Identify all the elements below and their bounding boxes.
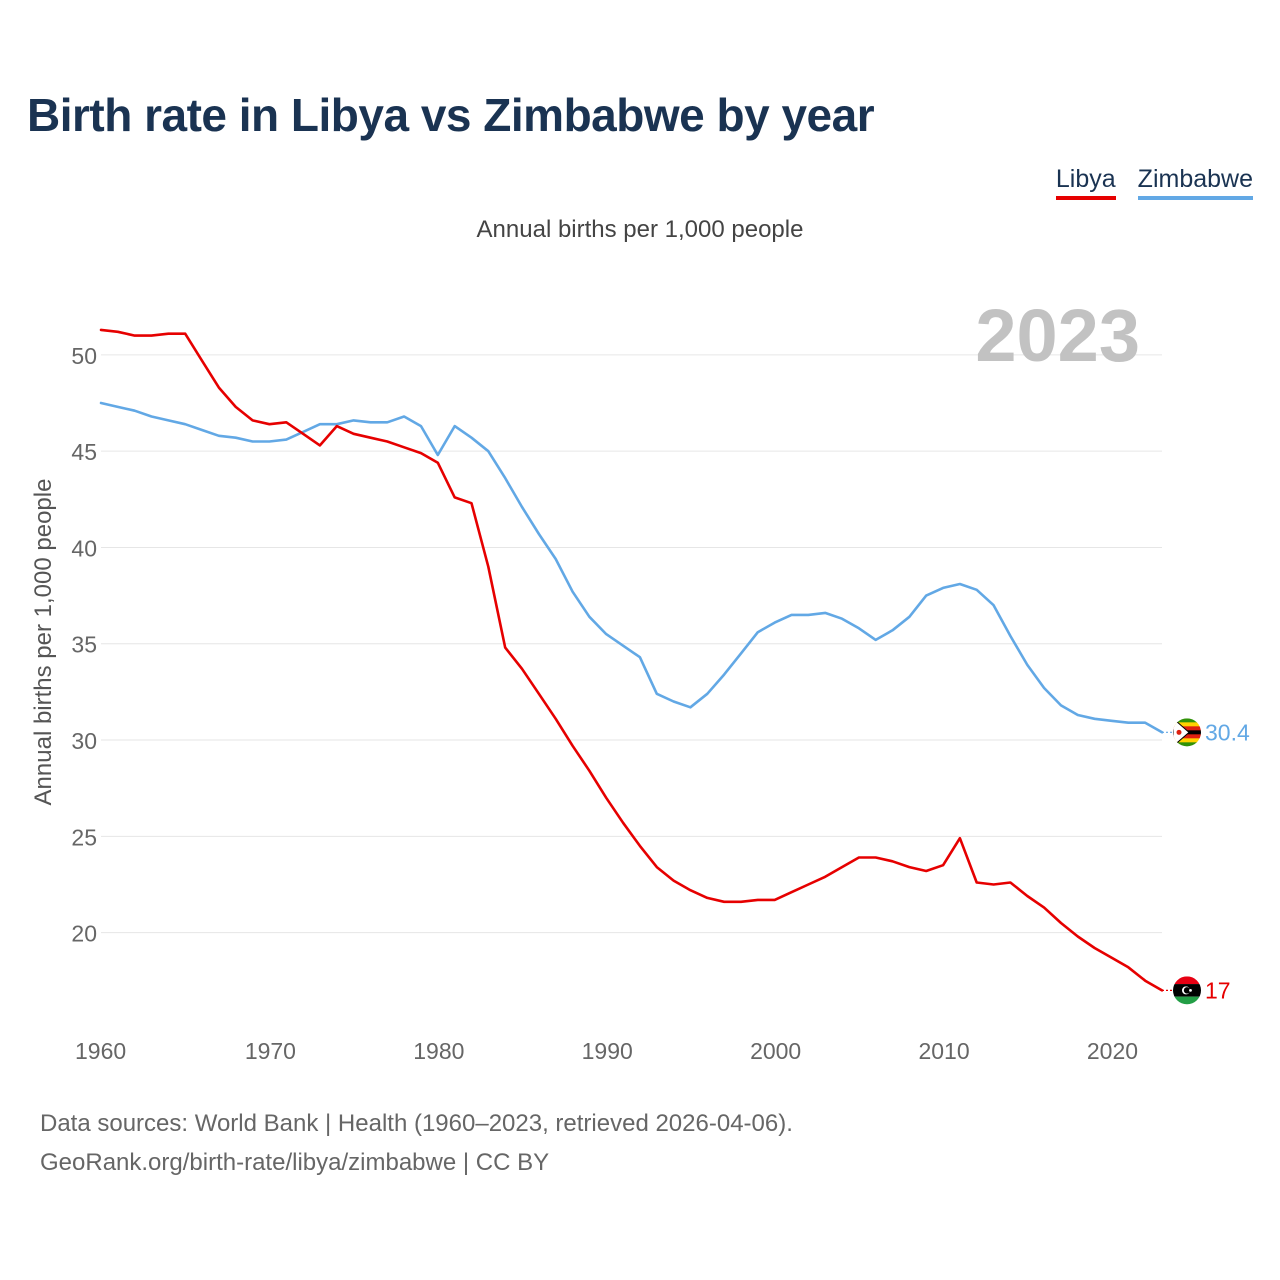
end-value-label-zimbabwe: 30.4 [1205, 719, 1250, 745]
series-line-zimbabwe[interactable] [99, 401, 1164, 734]
y-tick-label: 30 [71, 728, 97, 754]
x-tick-label: 1980 [413, 1038, 464, 1064]
y-axis-label: Annual births per 1,000 people [30, 479, 57, 806]
y-tick-label: 20 [71, 921, 97, 947]
x-axis-ticks: 1960 1970 1980 1990 2000 2010 2020 [75, 1038, 1138, 1064]
source-line-2[interactable]: GeoRank.org/birth-rate/libya/zimbabwe | … [40, 1149, 550, 1176]
series-end-markers: 17 30.4 [1162, 718, 1250, 1005]
gridlines [101, 354, 1162, 934]
data-source-note: Data sources: World Bank | Health (1960–… [40, 1104, 793, 1182]
series-group [99, 328, 1164, 992]
chart-subtitle: Annual births per 1,000 people [476, 216, 804, 243]
x-tick-label: 2020 [1087, 1038, 1138, 1064]
legend-item-libya[interactable]: Libya [1055, 164, 1116, 200]
y-axis-ticks: 20 25 30 35 40 45 50 [71, 343, 97, 947]
x-tick-label: 2010 [918, 1038, 969, 1064]
y-tick-label: 35 [71, 632, 97, 658]
legend-item-zimbabwe[interactable]: Zimbabwe [1137, 164, 1253, 200]
end-value-label-libya: 17 [1205, 977, 1231, 1003]
y-tick-label: 50 [71, 343, 97, 369]
source-line-1: Data sources: World Bank | Health (1960–… [40, 1110, 793, 1137]
x-tick-label: 2000 [750, 1038, 801, 1064]
libya-flag-icon [1173, 976, 1201, 1005]
x-tick-label: 1970 [245, 1038, 296, 1064]
zimbabwe-flag-icon [1173, 718, 1201, 747]
line-chart: 20 25 30 35 40 45 50 1960 1970 1980 1990 2000 2010 2… [30, 294, 1250, 1064]
x-tick-label: 1990 [582, 1038, 633, 1064]
y-tick-label: 40 [71, 535, 97, 561]
series-line-libya[interactable] [99, 328, 1164, 992]
year-label: 2023 [975, 294, 1140, 377]
y-tick-label: 25 [71, 824, 97, 850]
x-tick-label: 1960 [75, 1038, 126, 1064]
legend: Libya Zimbabwe [1055, 164, 1253, 200]
y-tick-label: 45 [71, 439, 97, 465]
chart-title: Birth rate in Libya vs Zimbabwe by year [27, 89, 875, 141]
